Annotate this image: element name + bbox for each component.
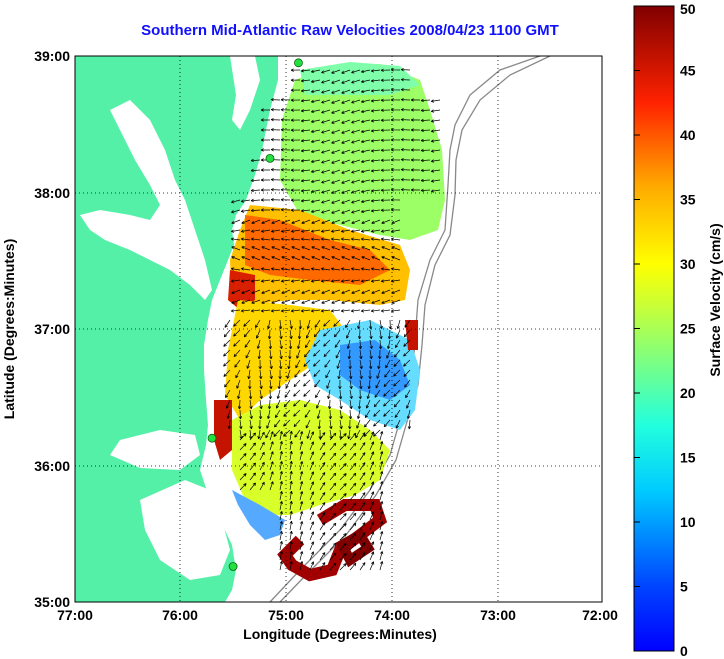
land-mass <box>75 56 278 602</box>
y-tick-label: 35:00 <box>34 594 70 610</box>
y-axis-label: Latitude (Degrees:Minutes) <box>1 239 17 419</box>
colorbar-tick-label: 50 <box>680 1 696 17</box>
y-tick-label: 39:00 <box>34 48 70 64</box>
delaware-bay <box>230 56 260 130</box>
colorbar: 0 5 10 15 20 25 30 35 40 45 50 Surface Velocity (c… <box>633 1 723 659</box>
plot-frame <box>74 55 603 603</box>
y-tick-label: 37:00 <box>34 321 70 337</box>
colorbar-tick-label: 20 <box>680 385 696 401</box>
station-marker <box>294 58 303 68</box>
velocity-vectors <box>223 68 441 571</box>
y-tick-label: 38:00 <box>34 185 70 201</box>
colorbar-tick-label: 45 <box>680 63 696 79</box>
colorbar-tick-label: 15 <box>680 450 696 466</box>
colorbar-tick-label: 30 <box>680 256 696 272</box>
vector-arrow-set <box>223 68 441 571</box>
station-marker <box>228 562 238 571</box>
station-marker <box>207 433 217 443</box>
x-axis-label: Longitude (Degrees:Minutes) <box>243 626 437 642</box>
y-tick-label: 36:00 <box>34 458 70 474</box>
colorbar-tick-label: 35 <box>680 192 696 208</box>
x-tick-label: 76:00 <box>162 607 198 623</box>
x-tick-label: 73:00 <box>480 607 516 623</box>
colorbar-tick-label: 0 <box>680 643 688 659</box>
colorbar-tick-label: 5 <box>680 579 688 595</box>
colorbar-tick-label: 40 <box>680 127 696 143</box>
x-tick-label: 74:00 <box>374 607 410 623</box>
colorbar-tick-label: 25 <box>680 321 696 337</box>
y-axis: 35:00 36:00 37:00 38:00 39:00 Latitude (… <box>1 48 70 610</box>
map-title: Southern Mid-Atlantic Raw Velocities 200… <box>141 22 559 39</box>
x-tick-label: 75:00 <box>268 607 304 623</box>
pamlico-sound <box>140 480 230 580</box>
colorbar-label: Surface Velocity (cm/s) <box>707 223 723 376</box>
chesapeake-bay <box>80 100 212 300</box>
colorbar-gradient <box>633 5 675 652</box>
albemarle-sound <box>110 430 200 470</box>
grid-lines <box>75 56 602 602</box>
station-marker <box>265 153 275 163</box>
x-axis: 77:00 76:00 75:00 74:00 73:00 72:00 Long… <box>57 607 618 642</box>
station-markers <box>207 58 303 571</box>
colorbar-tick-label: 10 <box>680 514 696 530</box>
x-tick-label: 72:00 <box>582 607 618 623</box>
x-tick-label: 77:00 <box>57 607 93 623</box>
